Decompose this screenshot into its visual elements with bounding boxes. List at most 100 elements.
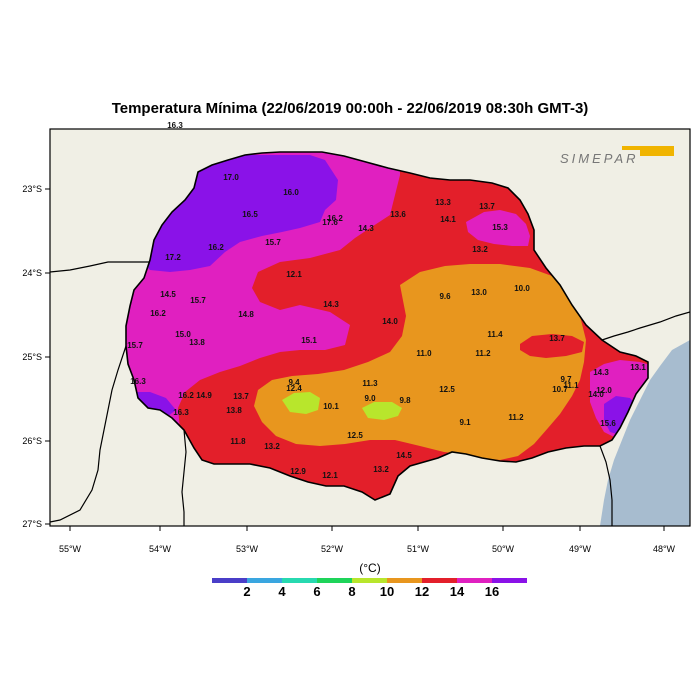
station-value: 13.0 <box>471 288 487 297</box>
lon-tick-label: 49°W <box>569 544 592 554</box>
station-value: 12.0 <box>596 386 612 395</box>
station-value: 11.2 <box>475 349 491 358</box>
station-value: 13.2 <box>373 465 389 474</box>
station-value: 16.2 <box>150 309 166 318</box>
station-value: 14.8 <box>238 310 254 319</box>
station-value: 11.2 <box>508 413 524 422</box>
station-value: 16.3 <box>173 408 189 417</box>
station-value: 10.7 <box>552 385 568 394</box>
station-value: 13.7 <box>479 202 495 211</box>
colorbar-swatch <box>212 578 247 583</box>
colorbar-swatch <box>247 578 282 583</box>
station-value: 16.2 <box>327 214 343 223</box>
station-value: 12.9 <box>290 467 306 476</box>
station-value: 14.3 <box>323 300 339 309</box>
station-value: 16.2 <box>208 243 224 252</box>
lat-tick-label: 27°S <box>22 519 42 529</box>
colorbar: (°C) 2 4 6 8 10 12 14 16 <box>212 561 527 599</box>
station-value: 14.5 <box>396 451 412 460</box>
station-value: 15.0 <box>175 330 191 339</box>
lat-tick-label: 26°S <box>22 436 42 446</box>
station-value: 12.1 <box>286 270 302 279</box>
field-red-pocket <box>520 334 584 358</box>
field-lime-west <box>282 392 320 414</box>
lon-tick-label: 55°W <box>59 544 82 554</box>
simepar-logo: SIMEPAR <box>560 146 674 166</box>
station-value: 16.3 <box>167 121 183 130</box>
station-value: 14.0 <box>382 317 398 326</box>
station-value: 16.2 <box>178 391 194 400</box>
station-value: 9.4 <box>288 378 300 387</box>
station-value: 17.2 <box>165 253 181 262</box>
station-value: 15.7 <box>127 341 143 350</box>
neighbor-borders <box>50 261 690 526</box>
station-value: 12.5 <box>347 431 363 440</box>
station-value: 11.4 <box>487 330 503 339</box>
station-value: 12.4 <box>286 384 302 393</box>
lon-tick-label: 54°W <box>149 544 172 554</box>
station-value: 12.1 <box>322 471 338 480</box>
lon-tick-label: 53°W <box>236 544 259 554</box>
colorbar-unit: (°C) <box>359 561 380 575</box>
field-orange <box>254 264 586 460</box>
parana-state-outline <box>125 151 649 501</box>
station-value: 13.7 <box>549 334 565 343</box>
field-magenta-ne <box>466 210 530 246</box>
station-value: 13.3 <box>435 198 451 207</box>
lon-tick-label: 50°W <box>492 544 515 554</box>
station-value: 15.1 <box>301 336 317 345</box>
station-value: 10.0 <box>514 284 530 293</box>
station-values: 16.317.016.016.516.217.615.714.313.613.3… <box>127 121 646 480</box>
station-value: 17.6 <box>322 218 338 227</box>
axis-ticks: 55°W 54°W 53°W 52°W 51°W 50°W 49°W 48°W 23°S 24°S… <box>22 184 675 554</box>
colorbar-label: 6 <box>313 584 320 599</box>
colorbar-label: 8 <box>348 584 355 599</box>
map-title: Temperatura Mínima (22/06/2019 00:00h - … <box>111 100 589 117</box>
colorbar-swatch <box>317 578 352 583</box>
colorbar-label: 14 <box>450 584 465 599</box>
station-value: 9.8 <box>399 396 411 405</box>
station-value: 13.8 <box>226 406 242 415</box>
station-value: 14.1 <box>440 215 456 224</box>
station-value: 17.0 <box>223 173 239 182</box>
colorbar-swatch <box>387 578 422 583</box>
colorbar-swatch <box>457 578 492 583</box>
station-value: 9.0 <box>364 394 376 403</box>
station-value: 11.3 <box>362 379 378 388</box>
logo-mark-icon <box>622 146 674 156</box>
colorbar-swatch <box>492 578 527 583</box>
station-value: 13.7 <box>233 392 249 401</box>
colorbar-label: 12 <box>415 584 429 599</box>
station-value: 11.1 <box>563 381 579 390</box>
station-value: 14.9 <box>196 391 212 400</box>
station-value: 16.0 <box>283 188 299 197</box>
station-value: 15.3 <box>492 223 508 232</box>
station-value: 11.8 <box>230 437 246 446</box>
station-value: 15.7 <box>265 238 281 247</box>
station-value: 9.6 <box>439 292 451 301</box>
colorbar-label: 4 <box>278 584 286 599</box>
logo-text: SIMEPAR <box>560 151 639 166</box>
station-value: 9.7 <box>560 375 572 384</box>
station-value: 13.2 <box>264 442 280 451</box>
lat-tick-label: 25°S <box>22 352 42 362</box>
colorbar-swatch <box>282 578 317 583</box>
station-value: 13.2 <box>472 245 488 254</box>
field-lime-center <box>362 402 402 420</box>
station-value: 14.3 <box>358 224 374 233</box>
station-value: 12.5 <box>439 385 455 394</box>
station-value: 10.1 <box>323 402 339 411</box>
lon-tick-label: 52°W <box>321 544 344 554</box>
map-frame <box>49 128 691 527</box>
colorbar-swatch <box>422 578 457 583</box>
station-value: 16.3 <box>130 377 146 386</box>
station-value: 14.3 <box>593 368 609 377</box>
station-value: 14.0 <box>588 390 604 399</box>
station-value: 11.0 <box>416 349 432 358</box>
colorbar-swatch <box>352 578 387 583</box>
lon-tick-label: 51°W <box>407 544 430 554</box>
station-value: 13.8 <box>189 338 205 347</box>
lat-tick-label: 23°S <box>22 184 42 194</box>
colorbar-label: 2 <box>243 584 250 599</box>
